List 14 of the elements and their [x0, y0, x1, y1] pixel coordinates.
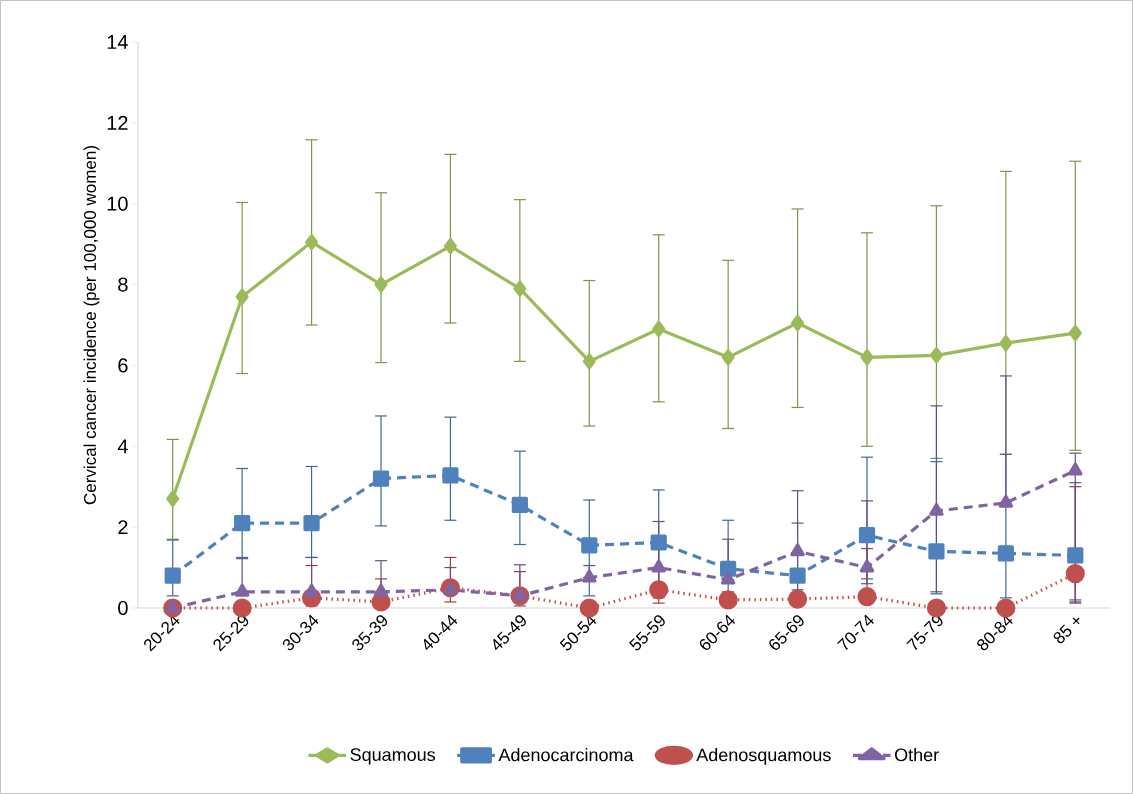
x-tick-label: 85 +: [1053, 617, 1080, 644]
y-tick-label: 8: [118, 277, 128, 292]
y-tick-label: 10: [107, 196, 128, 211]
legend-label: Adenocarcinoma: [498, 748, 634, 762]
y-axis-title: Cervical cancer incidence (per 100,000 women): [83, 146, 100, 505]
y-tick-label: 4: [117, 439, 128, 454]
y-tick-label: 6: [118, 358, 128, 373]
legend-label: Adenosquamous: [696, 748, 831, 765]
y-tick-label: 12: [107, 115, 128, 130]
y-tick-label: 0: [118, 600, 128, 616]
legend-label: Squamous: [350, 748, 436, 765]
legend-label: Other: [894, 748, 939, 762]
y-tick-label: 14: [107, 35, 128, 49]
y-tick-label: 2: [118, 520, 128, 535]
